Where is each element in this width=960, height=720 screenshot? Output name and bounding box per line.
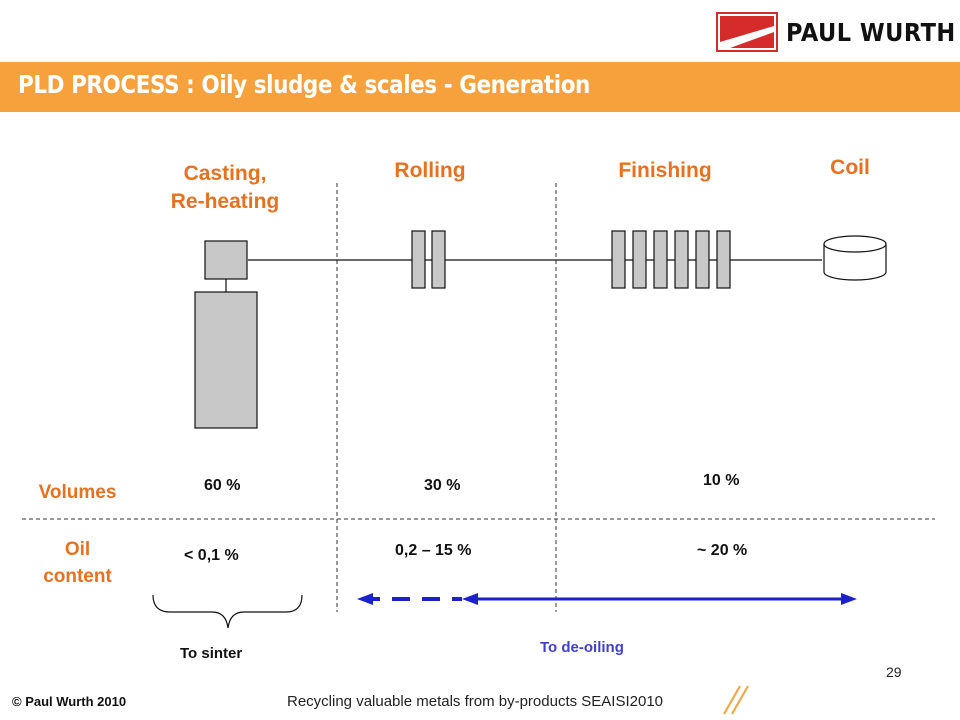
- oil-rolling: 0,2 – 15 %: [395, 542, 472, 559]
- oil-finishing: ~ 20 %: [697, 542, 748, 559]
- row-label-volumes: Volumes: [38, 482, 117, 503]
- row-label-oil-content: Oil content: [10, 536, 145, 590]
- sinter-brace-icon: [152, 594, 303, 629]
- rolling-stand-1: [411, 230, 426, 289]
- stage-label-casting-line1: Casting,: [183, 162, 267, 185]
- stage-label-casting-line2: Re-heating: [170, 190, 280, 213]
- volume-casting: 60 %: [204, 477, 241, 494]
- title-bar: PLD PROCESS : Oily sludge & scales - Gen…: [0, 62, 960, 112]
- volume-finishing: 10 %: [703, 472, 740, 489]
- oil-casting: < 0,1 %: [184, 547, 239, 564]
- coil-icon: [823, 235, 887, 281]
- brand-name: PAUL WURTH: [786, 18, 956, 47]
- rolling-stand-2: [431, 230, 446, 289]
- page-number: 29: [886, 664, 902, 680]
- page-title: PLD PROCESS : Oily sludge & scales - Gen…: [18, 70, 590, 99]
- stage-label-rolling: Rolling: [394, 159, 466, 182]
- footer-copyright: © Paul Wurth 2010: [12, 694, 127, 709]
- stage-label-coil: Coil: [830, 156, 870, 179]
- finishing-stand-3: [653, 230, 668, 289]
- footer-event: Recycling valuable metals from by-produc…: [287, 693, 664, 710]
- finishing-stand-6: [716, 230, 731, 289]
- finishing-stand-1: [611, 230, 626, 289]
- row-label-oil-line1: Oil: [64, 539, 91, 560]
- footer-slash-icon: [723, 685, 749, 715]
- stage-label-casting: Casting, Re-heating: [150, 160, 300, 216]
- finishing-stand-2: [632, 230, 647, 289]
- reheating-box: [204, 240, 248, 280]
- stage-label-finishing: Finishing: [618, 159, 712, 182]
- volume-rolling: 30 %: [424, 477, 461, 494]
- casting-column: [194, 291, 258, 429]
- destination-sinter: To sinter: [180, 645, 243, 662]
- row-label-oil-line2: content: [43, 566, 112, 587]
- finishing-stand-5: [695, 230, 710, 289]
- finishing-stand-4: [674, 230, 689, 289]
- paul-wurth-logo-icon: [716, 12, 778, 52]
- deoiling-arrow-icon: [357, 593, 857, 605]
- destination-deoiling: To de-oiling: [540, 639, 624, 656]
